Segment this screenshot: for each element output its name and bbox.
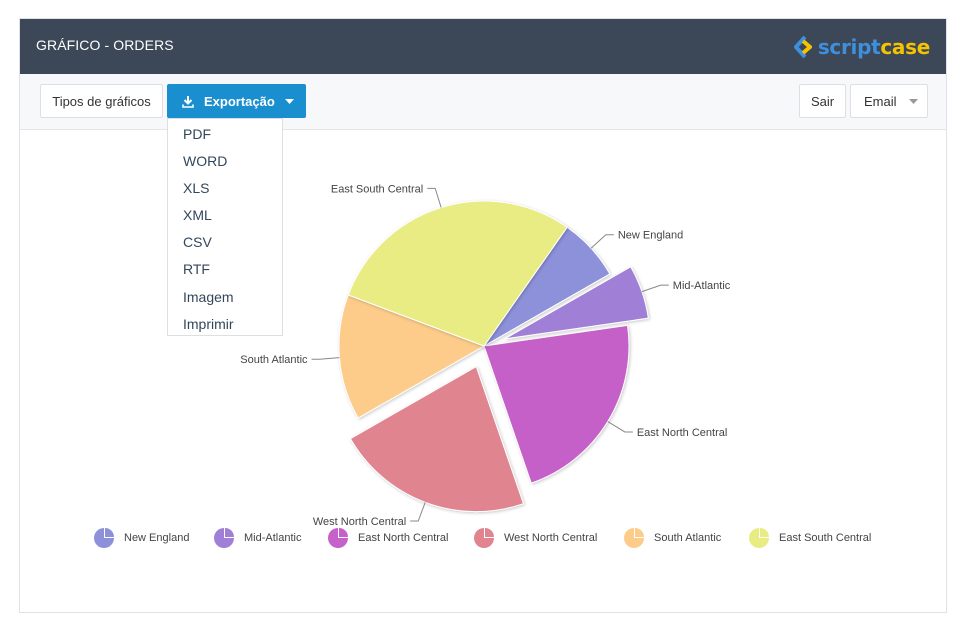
legend-pie-icon bbox=[94, 528, 114, 548]
legend-item-east-south-central[interactable]: East South Central bbox=[749, 528, 871, 548]
legend-label: Mid-Atlantic bbox=[244, 532, 302, 544]
chart-types-button[interactable]: Tipos de gráficos bbox=[40, 84, 163, 118]
exit-label: Sair bbox=[810, 93, 835, 109]
legend-pie-icon bbox=[214, 528, 234, 548]
pie-leader-line-east-north-central bbox=[607, 421, 633, 433]
legend-item-mid-atlantic[interactable]: Mid-Atlantic bbox=[214, 528, 301, 548]
export-menu-item-csv[interactable]: CSV bbox=[183, 234, 212, 251]
legend-label: East South Central bbox=[779, 532, 872, 544]
export-button[interactable]: Exportação bbox=[167, 84, 306, 118]
pie-leader-line-mid-atlantic bbox=[641, 284, 669, 293]
pie-leader-line-east-south-central bbox=[427, 187, 442, 208]
pie-slice-south-atlantic[interactable] bbox=[338, 294, 486, 419]
export-menu-item-word[interactable]: WORD bbox=[183, 153, 228, 170]
scriptcase-logo: scriptcase bbox=[793, 33, 930, 61]
download-icon bbox=[182, 95, 194, 108]
pie-slice-mid-atlantic[interactable] bbox=[504, 266, 649, 340]
header-bar: GRÁFICO - ORDERS scriptcase bbox=[20, 19, 946, 74]
legend-pie-icon bbox=[624, 528, 644, 548]
email-label: Email bbox=[864, 93, 897, 109]
legend-label: South Atlantic bbox=[654, 532, 722, 544]
pie-leader-line-new-england bbox=[590, 234, 614, 249]
export-label: Exportação bbox=[204, 93, 275, 109]
pie-label-mid-atlantic: Mid-Atlantic bbox=[673, 280, 731, 292]
legend-item-west-north-central[interactable]: West North Central bbox=[474, 528, 597, 548]
chevron-down-icon bbox=[908, 98, 918, 104]
chart-legend: New England Mid-Atlantic East North Cent… bbox=[0, 528, 965, 552]
pie-leader-line-west-north-central bbox=[410, 502, 426, 522]
legend-item-south-atlantic[interactable]: South Atlantic bbox=[624, 528, 721, 548]
legend-label: West North Central bbox=[504, 532, 598, 544]
exit-button[interactable]: Sair bbox=[799, 84, 846, 118]
legend-item-new-england[interactable]: New England bbox=[94, 528, 189, 548]
pie-label-west-north-central: West North Central bbox=[313, 516, 406, 528]
pie-leader-line-south-atlantic bbox=[311, 357, 340, 360]
legend-pie-icon bbox=[474, 528, 494, 548]
legend-pie-icon bbox=[749, 528, 769, 548]
export-menu-item-xls[interactable]: XLS bbox=[183, 180, 210, 197]
export-menu-item-rtf[interactable]: RTF bbox=[183, 261, 210, 278]
pie-label-new-england: New England bbox=[618, 230, 683, 242]
pie-label-east-south-central: East South Central bbox=[331, 183, 423, 195]
page-title: GRÁFICO - ORDERS bbox=[36, 37, 174, 53]
export-menu-item-pdf[interactable]: PDF bbox=[183, 126, 211, 142]
chart-types-label: Tipos de gráficos bbox=[52, 93, 151, 109]
legend-label: New England bbox=[124, 532, 190, 544]
export-menu: PDF WORD XLS XML CSV RTF Imagem Imprimir bbox=[167, 118, 283, 336]
toolbar: Tipos de gráficos Exportação Sair Email bbox=[20, 74, 946, 130]
export-menu-item-print[interactable]: Imprimir bbox=[183, 315, 234, 332]
legend-item-east-north-central[interactable]: East North Central bbox=[328, 528, 448, 548]
chart-panel: GRÁFICO - ORDERS scriptcase Tipos de grá… bbox=[19, 18, 947, 613]
legend-label: East North Central bbox=[358, 532, 449, 544]
export-menu-item-xml[interactable]: XML bbox=[183, 207, 212, 224]
pie-label-east-north-central: East North Central bbox=[637, 427, 727, 439]
export-menu-item-image[interactable]: Imagem bbox=[183, 288, 234, 305]
scriptcase-logo-icon bbox=[793, 35, 812, 59]
pie-label-south-atlantic: South Atlantic bbox=[240, 354, 308, 366]
legend-pie-icon bbox=[328, 528, 348, 548]
email-button[interactable]: Email bbox=[850, 84, 928, 118]
logo-wordmark: scriptcase bbox=[817, 35, 930, 59]
chevron-down-icon bbox=[284, 98, 294, 104]
pie-slice-east-south-central[interactable] bbox=[347, 200, 568, 347]
